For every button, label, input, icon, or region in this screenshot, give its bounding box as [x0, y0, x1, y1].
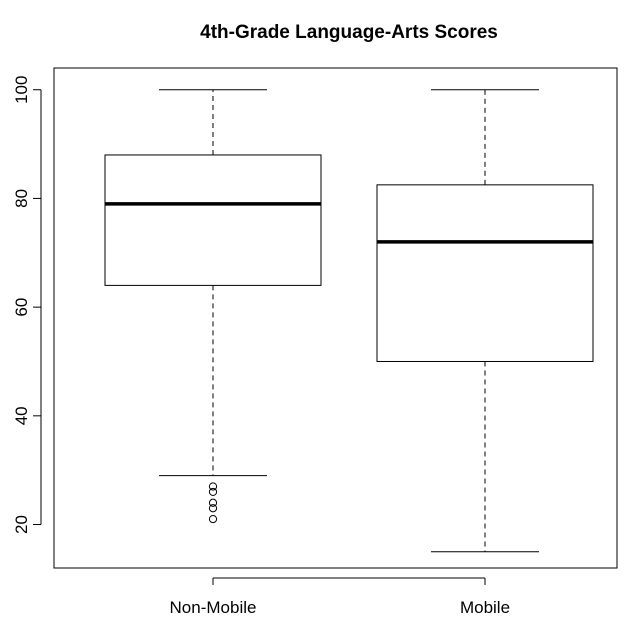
- plot-frame: [53, 67, 618, 569]
- x-axis: Non-Mobile Mobile: [170, 577, 510, 617]
- y-tick-label: 20: [12, 515, 31, 534]
- chart-title: 4th-Grade Language-Arts Scores: [200, 22, 498, 43]
- boxes-group: [104, 89, 594, 553]
- box-non-mobile: [104, 89, 322, 524]
- outlier-point: [208, 514, 218, 524]
- y-axis: 20 40 60 80 100: [12, 76, 42, 534]
- outlier-point: [208, 504, 218, 513]
- x-category-label: Non-Mobile: [170, 598, 257, 617]
- outlier-point: [208, 498, 218, 507]
- outlier-point: [208, 482, 218, 491]
- box-mobile: [376, 89, 594, 553]
- outlier-point: [208, 487, 218, 497]
- iqr-box: [376, 184, 594, 362]
- y-tick-label: 100: [12, 76, 31, 104]
- y-tick-label: 80: [12, 189, 31, 208]
- iqr-box: [104, 154, 322, 286]
- x-category-label: Mobile: [460, 598, 510, 617]
- y-tick-label: 40: [12, 406, 31, 425]
- y-tick-label: 60: [12, 298, 31, 317]
